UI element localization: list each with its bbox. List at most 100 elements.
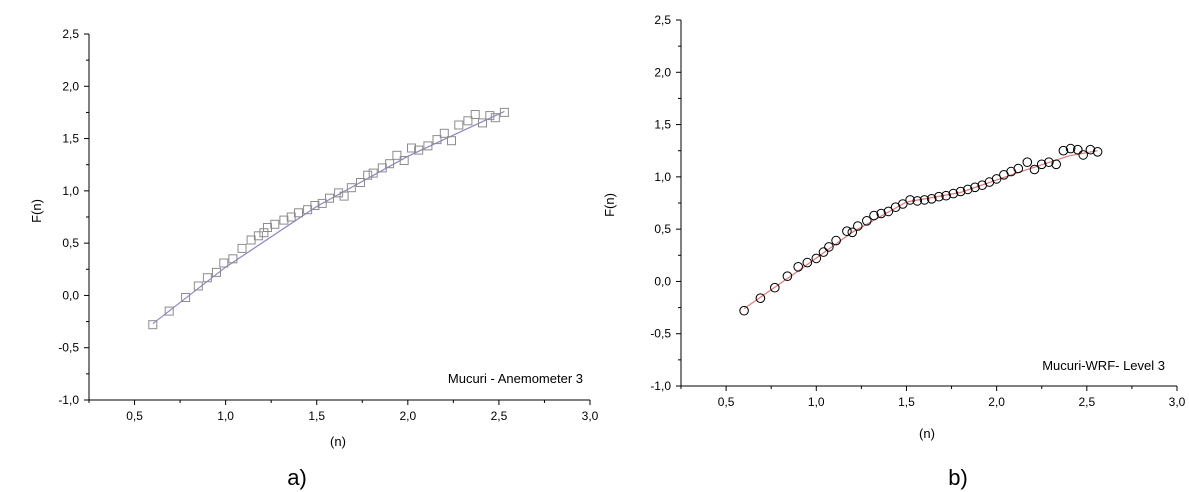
panel-b-y-tick-label: -0,5 [650, 327, 671, 341]
panel-a-data-point [228, 254, 238, 264]
panel-a-y-tick-label: 1,5 [62, 132, 79, 146]
panel-b-data-point [991, 174, 1002, 184]
panel-a-data-point [346, 183, 356, 193]
panel-b-caption: b) [948, 465, 968, 490]
panel-a-data-point [368, 168, 378, 178]
panel-a-data-point [499, 107, 509, 117]
panel-b-data-point [1065, 143, 1076, 154]
panel-b-data-point [1036, 159, 1047, 170]
panel-b-data-point [802, 257, 813, 268]
panel-a-annotation: Mucuri - Anemometer 3 [448, 371, 583, 386]
panel-b-data-point [818, 247, 829, 257]
panel-a-x-tick-label: 2,0 [399, 409, 416, 423]
panel-b-data-point [898, 199, 908, 209]
panel-b-data-point [905, 195, 915, 205]
panel-a-x-tick-label: 2,5 [491, 409, 508, 423]
panel-a-y-tick-label: 0,0 [62, 288, 79, 302]
panel-b-x-tick-label: 2,5 [1078, 395, 1095, 409]
panel-b-data-point [869, 210, 879, 221]
panel-b-y-tick-label: 2,5 [654, 13, 671, 27]
panel-b-data-point [793, 262, 804, 272]
panel-b-data-point [883, 206, 894, 217]
panel-b-data-point [926, 194, 937, 204]
panel-b-data-point [755, 293, 766, 304]
panel-b-data-point [831, 235, 841, 246]
panel-a-data-point [454, 120, 464, 130]
panel-b-data-point [1085, 144, 1096, 155]
panel-a-data-point [463, 116, 473, 126]
panel-a-data-point [399, 156, 409, 165]
panel-a-data-point [270, 219, 280, 229]
panel-b-data-point [1058, 145, 1069, 156]
panel-b-y-tick-label: -1,0 [650, 379, 671, 393]
panel-b-data-point [912, 196, 923, 206]
panel-a-fit-line [152, 110, 505, 325]
panel-b-data-point [847, 227, 858, 238]
panel-b-x-tick-label: 3,0 [1169, 395, 1186, 409]
panel-a-data-point [310, 201, 320, 210]
panel-a-data-point [334, 188, 344, 198]
panel-a-data-point [339, 191, 349, 201]
panel-a-data-point [219, 258, 229, 268]
panel-a-data-point [439, 128, 449, 138]
panel-b-chart: -1,0 -0,5 0,0 0,5 1,0 1,5 2,0 2,5 0,5 1,0 1,5 2,0 2,… [602, 13, 1186, 490]
panel-a-data-point [263, 223, 272, 232]
panel-a-data-point [485, 111, 495, 121]
panel-a-data-point [407, 143, 416, 153]
panel-b-data-point [919, 195, 930, 205]
panel-b-data-point [853, 221, 863, 231]
panel-b-y-tick-label: 2,0 [654, 65, 671, 79]
panel-a-data-point [478, 118, 487, 128]
panel-a-data-point [148, 320, 158, 330]
panel-a-x-tick-label: 3,0 [582, 409, 599, 423]
panel-a-xlabel: (n) [330, 434, 346, 449]
panel-a-data-point [414, 145, 424, 155]
panel-a-data-point [202, 273, 212, 283]
panel-b-data-point [955, 186, 966, 197]
panel-b-data-point [824, 242, 834, 252]
panel-b-data-point [1078, 150, 1088, 160]
panel-b-data-point [941, 190, 951, 201]
panel-b-data-point [970, 182, 980, 193]
panel-a-y-tick-label: 0,5 [62, 236, 79, 250]
panel-a-y-tick-label: 1,0 [62, 184, 79, 198]
panel-b-data-point [1073, 144, 1083, 155]
panel-b-data-point [948, 188, 959, 199]
panel-b-ylabel: F(n) [602, 193, 617, 217]
panel-a-data-point [193, 281, 203, 291]
panel-b-data-point [1092, 147, 1103, 157]
panel-b-data-point [1029, 164, 1040, 175]
panel-b-data-point [770, 282, 780, 293]
panel-b-data-point [963, 184, 973, 195]
panel-b-data-point [782, 271, 793, 282]
panel-a-data-point [164, 306, 174, 316]
panel-b-annotation: Mucuri-WRF- Level 3 [1042, 358, 1165, 373]
panel-a-caption: a) [287, 465, 307, 490]
panel-b-data-point [1022, 157, 1033, 167]
panel-a-data-point [212, 267, 221, 277]
panel-a-x-tick-label: 1,0 [217, 409, 234, 423]
panel-a-chart: -1,0 -0,5 0,0 0,5 1,0 1,5 2,0 2,5 0,5 1,0 1,5 2,0 2,… [29, 27, 599, 490]
panel-b-y-tick-label: 0,0 [654, 274, 671, 288]
panel-a-data-point [423, 141, 433, 151]
panel-a-data-point [363, 170, 373, 180]
panel-b-data-point [1051, 159, 1061, 170]
panel-a-data-point [432, 135, 442, 145]
panel-a-data-point [294, 208, 303, 218]
panel-b-x-tick-label: 1,0 [808, 395, 825, 409]
panel-a-y-tick-label: -0,5 [58, 341, 79, 355]
panel-a-y-tick-label: 2,5 [62, 27, 79, 41]
panel-a-data-point [470, 110, 480, 119]
panel-b-xlabel: (n) [919, 426, 935, 441]
panel-a-data-point [385, 159, 395, 169]
panel-a-data-point [279, 215, 289, 225]
panel-a-data-point [325, 193, 334, 203]
panel-b-data-point [876, 208, 887, 219]
panel-b-x-tick-label: 2,0 [988, 395, 1005, 409]
panel-b-data-point [934, 191, 944, 202]
panel-b-data-point [811, 253, 822, 264]
panel-b-data-point [1044, 157, 1054, 167]
panel-a-data-point [490, 113, 500, 123]
panel-b-x-tick-label: 0,5 [718, 395, 735, 409]
